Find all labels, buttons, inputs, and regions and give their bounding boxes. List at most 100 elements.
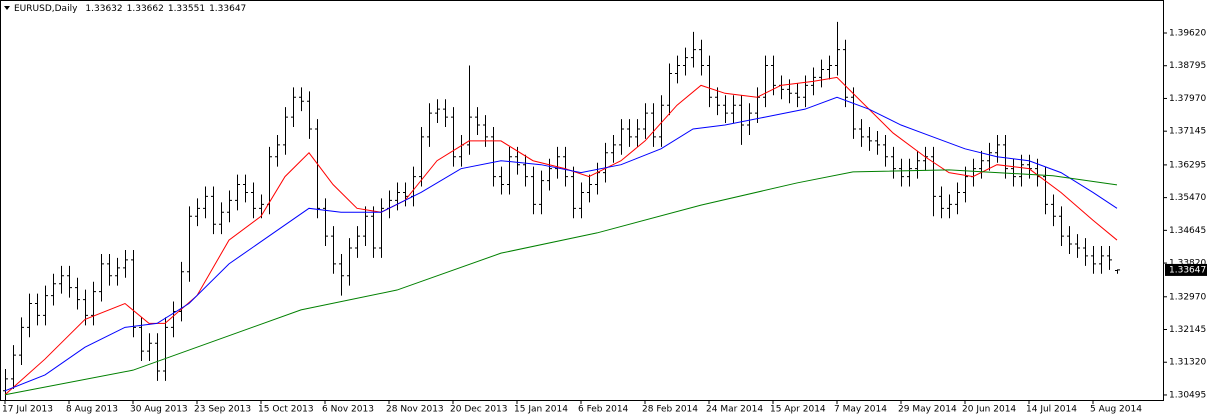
ohlc-bar (131, 249, 136, 338)
ohlc-bar (115, 257, 120, 286)
ohlc-bar (979, 150, 984, 179)
ohlc-bar (955, 182, 960, 215)
ohlc-bar (315, 119, 320, 219)
y-tick-label: 1.39620 (1169, 29, 1206, 39)
ohlc-bar (627, 119, 632, 147)
ohlc-bar (187, 206, 192, 282)
ohlc-bar (59, 265, 64, 294)
ohlc-bar (995, 134, 1000, 163)
ohlc-bar (99, 253, 104, 302)
ohlc-bar (355, 226, 360, 258)
ohlc-bar (859, 119, 864, 147)
open: 1.33632 (85, 4, 122, 14)
ohlc-bar (699, 39, 704, 76)
ohlc-bar (499, 166, 504, 195)
ohlc-bar (163, 317, 168, 381)
ohlc-bar (443, 99, 448, 128)
ohlc-bar (339, 253, 344, 296)
ohlc-bar (451, 107, 456, 167)
ohlc-bar (579, 182, 584, 219)
moving-average (4, 96, 1118, 392)
price-marker-label: 1.33647 (1169, 265, 1206, 275)
ohlc-bar (67, 265, 72, 298)
ohlc-bar (1003, 134, 1008, 179)
ohlc-bar (211, 186, 216, 235)
ohlc-bar (11, 345, 16, 389)
ohlc-bar (899, 158, 904, 187)
y-tick-label: 1.36295 (1169, 160, 1206, 170)
ohlc-bar (307, 91, 312, 139)
ohlc-bar (291, 87, 296, 128)
ohlc-bar (123, 249, 128, 278)
ohlc-bar (1059, 206, 1064, 247)
ohlc-bar (227, 190, 232, 223)
ohlc-bar (691, 31, 696, 68)
ohlc-bar (1067, 226, 1072, 254)
ohlc-bar (235, 174, 240, 211)
ohlc-bar (539, 170, 544, 215)
ohlc-bar (667, 63, 672, 116)
y-tick-label: 1.30495 (1169, 390, 1206, 400)
x-tick-label: 30 Aug 2013 (130, 405, 188, 415)
ohlc-bar (1115, 269, 1120, 274)
ohlc-bar (619, 119, 624, 155)
ohlc-bar (787, 79, 792, 104)
ohlc-bar (643, 103, 648, 139)
ohlc-bar (427, 103, 432, 147)
ohlc-bar (651, 103, 656, 147)
y-tick-label: 1.31320 (1169, 358, 1206, 368)
ohlc-bar (1091, 246, 1096, 274)
y-tick-label: 1.32970 (1169, 292, 1206, 302)
symbol: EURUSD,Daily (14, 4, 78, 14)
ohlc-bar (91, 281, 96, 326)
price-marker (1165, 263, 1207, 276)
x-tick-label: 20 Jun 2014 (962, 405, 1016, 415)
ohlc-bar (907, 158, 912, 187)
x-tick-label: 14 Jul 2014 (1026, 405, 1077, 415)
ohlc-bar (251, 182, 256, 219)
x-tick-label: 15 Jan 2014 (514, 405, 568, 415)
ohlc-bar (203, 186, 208, 219)
x-tick-label: 28 Nov 2013 (386, 405, 444, 415)
ohlc-bar (915, 150, 920, 179)
ohlc-bar (35, 293, 40, 326)
ohlc-bar (371, 206, 376, 258)
ohlc-bar (611, 134, 616, 163)
y-tick-label: 1.34645 (1169, 226, 1206, 236)
ohlc-bar (195, 198, 200, 227)
x-tick-label: 28 Feb 2014 (642, 405, 698, 415)
ohlc-bar (931, 146, 936, 217)
ohlc-bar (155, 333, 160, 381)
ohlc-bar (523, 154, 528, 187)
ohlc-bar (51, 273, 56, 306)
ohlc-bar (683, 47, 688, 76)
ohlc-bar (507, 146, 512, 195)
ohlc-bar (731, 95, 736, 124)
ohlc-bar (819, 59, 824, 88)
ohlc-bar (547, 158, 552, 191)
ohlc-bar (219, 202, 224, 235)
ohlc-bar (467, 65, 472, 155)
ohlc-bar (851, 87, 856, 139)
y-tick-label: 1.33820 (1169, 259, 1206, 269)
ohlc-bar (1043, 166, 1048, 215)
moving-average (4, 76, 1118, 396)
ohlc-bar (963, 166, 968, 203)
ohlc-bar (1051, 194, 1056, 227)
moving-average (4, 169, 1118, 396)
y-tick-label: 1.35470 (1169, 193, 1206, 203)
ohlc-bar (419, 127, 424, 187)
ohlc-bar (555, 146, 560, 179)
ohlc-bar (659, 95, 664, 147)
ohlc-bar (19, 317, 24, 366)
x-tick-label: 5 Aug 2014 (1090, 405, 1142, 415)
ohlc-bar (827, 55, 832, 80)
ohlc-bar (243, 174, 248, 203)
x-tick-label: 15 Apr 2014 (770, 405, 826, 415)
y-tick-label: 1.38795 (1169, 61, 1206, 71)
ohlc-bar (283, 107, 288, 155)
x-tick-label: 24 Mar 2014 (706, 405, 763, 415)
x-tick-label: 6 Nov 2013 (322, 405, 374, 415)
ohlc-bar (299, 87, 304, 112)
